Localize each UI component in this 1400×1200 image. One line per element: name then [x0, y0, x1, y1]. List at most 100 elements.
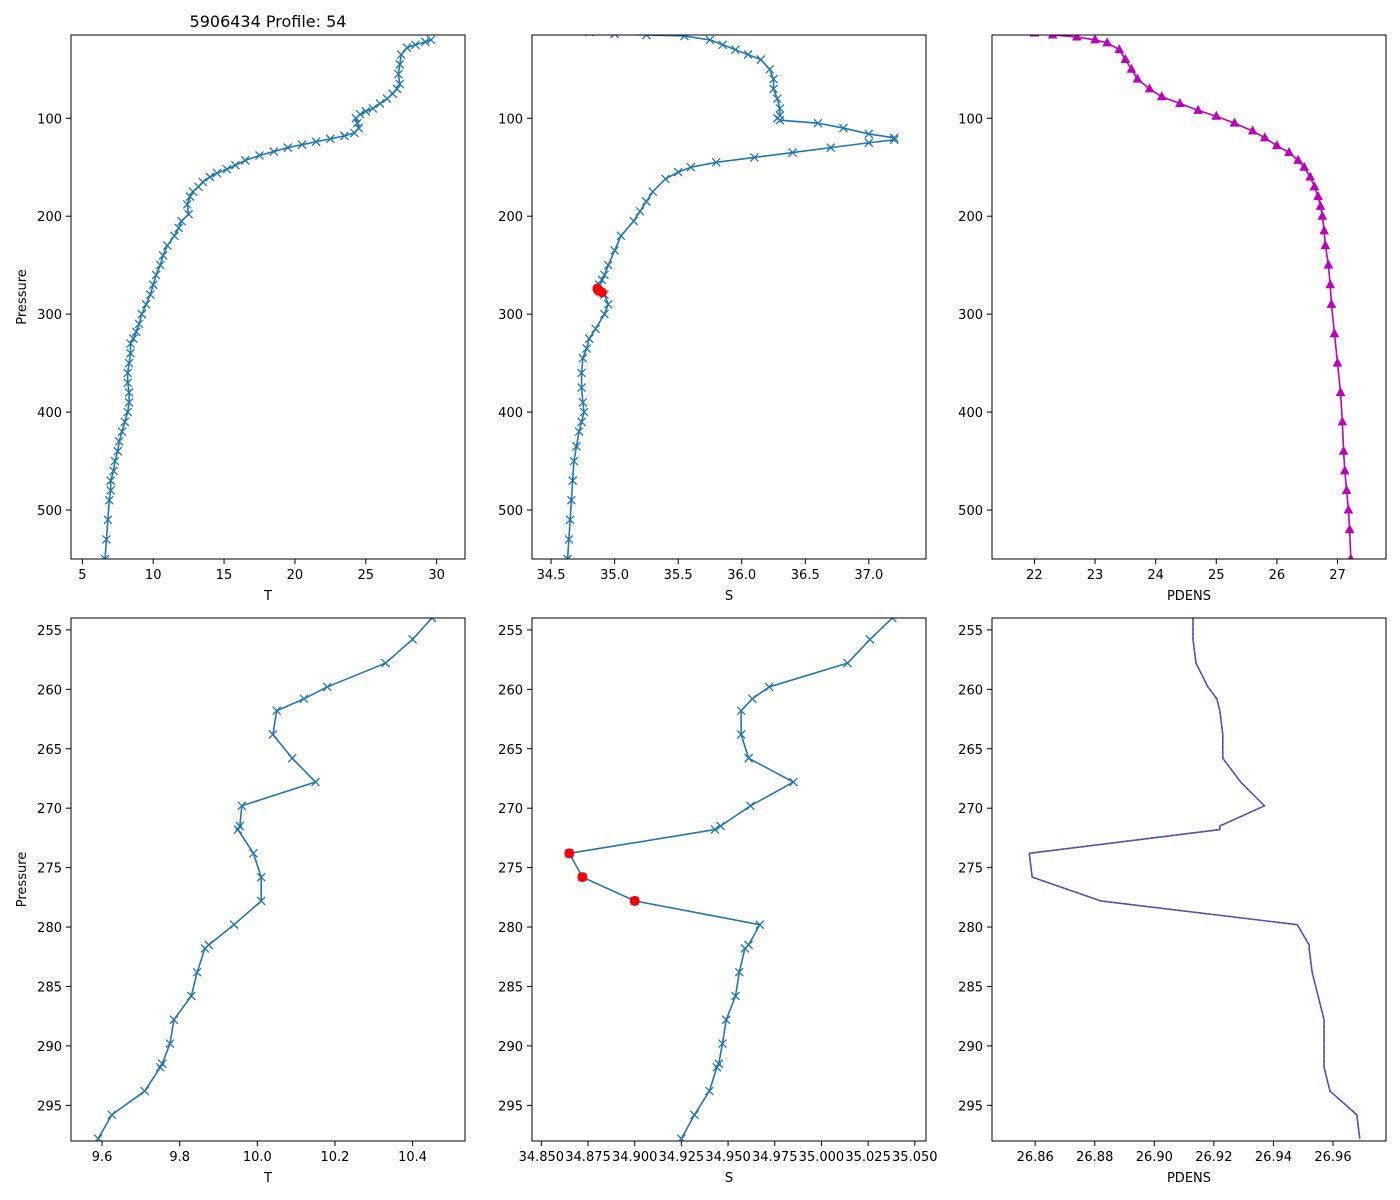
data-point-x [641, 35, 651, 40]
axes-top-salinity: 34.5 35.0 35.5 36.0 36.5 37.0 100 200 300 400 500 S [498, 34, 927, 604]
data-point-x [564, 534, 574, 544]
data-point-x [568, 476, 578, 486]
y-tick-label: 280 [37, 921, 62, 936]
data-point-x [603, 299, 613, 309]
x-tick-label: 26.90 [1136, 1150, 1173, 1165]
x-tick-label: 10.0 [243, 1150, 272, 1165]
data-point-x [718, 40, 728, 50]
x-tick-label: 37.0 [854, 568, 883, 583]
data-point-x [229, 920, 239, 930]
y-tick-label: 100 [958, 112, 983, 127]
y-axis-label: Pressure [15, 269, 30, 325]
data-point-x [843, 658, 853, 668]
data-point-x [256, 872, 266, 882]
data-point-x [124, 397, 134, 407]
data-point-x [864, 129, 874, 139]
y-tick-label: 270 [37, 802, 62, 817]
data-point-triangle [1343, 504, 1354, 514]
data-point-x [140, 1086, 150, 1096]
y-tick-label: 275 [958, 862, 983, 877]
data-point-x [769, 84, 778, 94]
y-tick-label: 400 [37, 406, 62, 421]
data-point-x [349, 128, 359, 138]
data-point-x [408, 634, 418, 644]
x-axis-label: PDENS [1167, 1171, 1211, 1186]
data-point-x [591, 324, 601, 334]
axes-frame [531, 34, 927, 560]
data-point-triangle [1309, 181, 1320, 191]
y-axis-label: Pressure [15, 852, 30, 908]
y-tick-label: 400 [498, 406, 523, 421]
y-tick-label: 280 [958, 921, 983, 936]
data-point-x [680, 35, 689, 41]
data-point-x [427, 618, 437, 623]
data-point-x [283, 143, 293, 153]
data-point-x [826, 143, 836, 153]
data-point-x [764, 682, 774, 692]
data-point-x [237, 801, 247, 811]
data-point-x [205, 172, 215, 182]
data-point-x [746, 801, 755, 811]
data-point-triangle [1120, 53, 1131, 63]
data-point-triangle [1338, 445, 1349, 455]
x-tick-label: 5 [78, 568, 86, 583]
data-point-triangle [1293, 154, 1303, 164]
x-tick-label: 10 [145, 568, 162, 583]
y-tick-label: 260 [958, 683, 983, 698]
data-point-x [566, 495, 576, 505]
y-tick-label: 285 [498, 980, 523, 995]
data-point-triangle [1337, 416, 1348, 426]
data-point-x [565, 515, 575, 525]
y-tick-label: 200 [498, 210, 523, 225]
data-point-x [736, 706, 746, 716]
data-point-x [124, 388, 134, 397]
data-point-triangle [1341, 484, 1352, 494]
x-tick-label: 25 [1208, 568, 1225, 583]
x-tick-label: 26.92 [1195, 1150, 1232, 1165]
data-point-x [182, 199, 192, 209]
data-point-x [256, 896, 266, 906]
data-point-x [382, 94, 392, 104]
data-point-x [402, 43, 412, 53]
data-point-x [775, 103, 785, 113]
data-point-x [351, 113, 361, 123]
data-point-x [158, 250, 168, 260]
data-point-triangle [1323, 259, 1334, 269]
data-point-x [110, 456, 120, 466]
y-tick-label: 290 [958, 1040, 983, 1055]
axes-bottom-density: 26.86 26.88 26.90 26.92 26.94 26.96 255 260 265 2… [958, 617, 1387, 1186]
data-point-x [788, 148, 798, 157]
data-point-x [689, 1110, 699, 1120]
data-point-x [730, 45, 740, 55]
data-point-x [106, 476, 116, 486]
x-tick-label: 24 [1147, 568, 1164, 583]
data-point-x [711, 157, 721, 167]
x-tick-label: 26 [1269, 568, 1286, 583]
data-point-x [864, 138, 874, 148]
data-point-triangle [1339, 465, 1350, 475]
data-point-x [137, 309, 147, 319]
data-point-x [734, 967, 744, 977]
data-point-x [574, 427, 584, 437]
data-point-triangle [1211, 110, 1222, 120]
data-point-x [396, 50, 406, 60]
y-tick-label: 285 [958, 980, 983, 995]
data-point-triangle [1047, 35, 1058, 39]
data-point-x [582, 343, 592, 353]
x-tick-label: 15 [216, 568, 233, 583]
data-point-triangle [1317, 210, 1328, 220]
figure-title: 5906434 Profile: 54 [190, 12, 347, 31]
data-point-x [616, 231, 626, 241]
data-point-x [710, 825, 720, 835]
data-point-x [109, 466, 118, 476]
plot-area [1017, 35, 1355, 559]
data-point-x [311, 777, 321, 787]
data-point-x [756, 55, 766, 64]
data-point-x [749, 152, 759, 162]
data-point-x [747, 694, 757, 704]
data-point-triangle [1132, 73, 1143, 83]
x-tick-label: 23 [1087, 568, 1104, 583]
x-axis-label: S [725, 1171, 733, 1186]
data-point-triangle [1229, 117, 1240, 127]
